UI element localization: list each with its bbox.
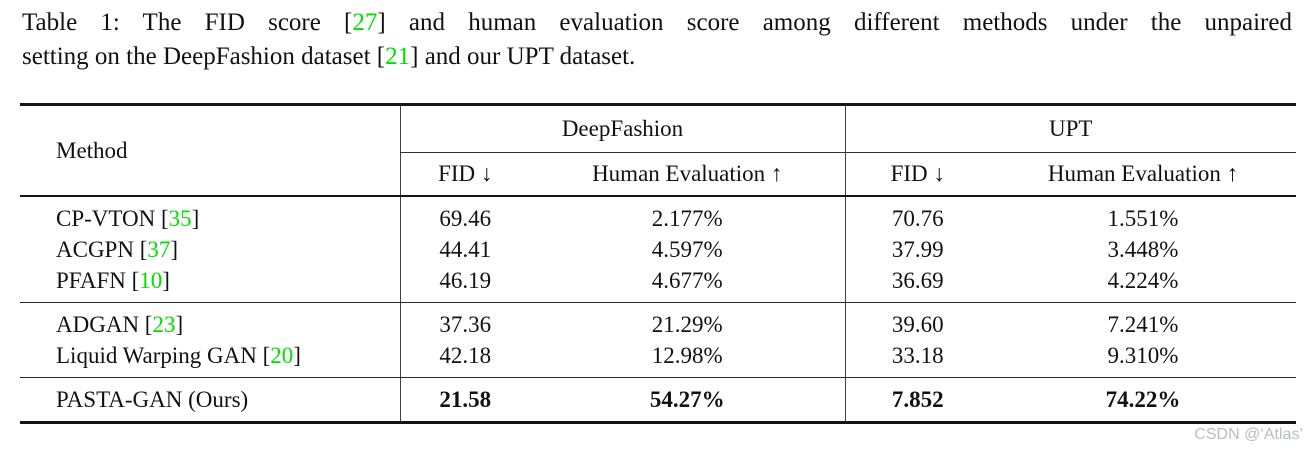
method-name: ADGAN [	[56, 312, 153, 337]
human-eval-deepfashion-value: 4.677%	[530, 265, 845, 303]
caption-line-1: Table 1: The FID score [27] and human ev…	[22, 6, 1292, 40]
subheader-fid-deepfashion: FID ↓	[399, 152, 530, 197]
table-row-adgan: ADGAN [23] 37.36 21.29% 39.60 7.241%	[20, 302, 1296, 341]
group-header-deepfashion: DeepFashion	[399, 104, 845, 153]
header-row-groups: Method DeepFashion UPT	[20, 104, 1297, 197]
method-name: ]	[162, 268, 170, 293]
human-eval-upt-value: 9.310%	[990, 340, 1297, 378]
method-name: CP-VTON [	[56, 206, 169, 231]
citation-ref-27[interactable]: 27	[352, 9, 378, 36]
fid-deepfashion-value: 21.58	[399, 377, 530, 424]
fid-upt-value: 70.76	[844, 196, 990, 234]
human-eval-upt-value: 7.241%	[1107, 312, 1179, 337]
fid-deepfashion-value: 46.19	[399, 265, 530, 303]
caption-text: Table 1: The FID score [	[22, 9, 353, 36]
citation-ref[interactable]: 23	[152, 312, 176, 337]
human-eval-upt-value: 3.448%	[1107, 237, 1179, 262]
citation-ref[interactable]: 37	[147, 237, 171, 262]
fid-upt-value: 39.60	[844, 302, 990, 340]
method-cell: Liquid Warping GAN [20]	[20, 340, 400, 378]
caption-text: setting on the DeepFashion dataset [	[22, 43, 386, 70]
human-eval-deepfashion-value: 54.27%	[530, 377, 845, 424]
method-cell: ADGAN [23]	[20, 303, 400, 341]
group-header-upt: UPT	[844, 104, 1297, 153]
citation-ref[interactable]: 10	[139, 268, 163, 293]
method-cell: PASTA-GAN (Ours)	[20, 377, 400, 424]
human-eval-deepfashion-value: 2.177%	[651, 206, 723, 231]
method-name: Liquid Warping GAN [	[56, 343, 271, 368]
caption-text: ] and our UPT dataset.	[410, 43, 636, 70]
method-name: ACGPN [	[56, 237, 148, 262]
method-cell: CP-VTON [35]	[20, 196, 400, 234]
human-eval-deepfashion-value: 12.98%	[530, 340, 845, 378]
subheader-fid-upt: FID ↓	[844, 152, 990, 197]
table-row-pfafn: PFAFN [10] 46.19 4.677% 36.69 4.224%	[20, 265, 1297, 303]
header-row-metrics: FID ↓ Human Evaluation ↑ FID ↓ Human Eva…	[20, 152, 1297, 197]
method-name: ]	[170, 237, 179, 262]
method-name: PFAFN [	[56, 268, 140, 293]
method-column-header: Method	[20, 104, 400, 197]
method-name: PASTA-GAN (Ours)	[56, 387, 249, 412]
human-eval-upt-value: 4.224%	[990, 265, 1297, 303]
fid-upt-value: 33.18	[844, 340, 990, 378]
results-table: Method DeepFashion UPT FID ↓ Human Evalu…	[20, 103, 1297, 424]
citation-ref[interactable]: 35	[168, 206, 192, 231]
method-name: ]	[191, 206, 200, 231]
method-cell: PFAFN [10]	[20, 265, 400, 303]
fid-deepfashion-value: 44.41	[399, 234, 530, 265]
fid-upt-value: 37.99	[844, 234, 990, 265]
table-caption: Table 1: The FID score [27] and human ev…	[22, 6, 1292, 74]
citation-ref-21[interactable]: 21	[385, 43, 411, 70]
table-row-acgpn: ACGPN [37] 44.41 4.597% 37.99 3.448%	[20, 234, 1296, 265]
subheader-human-eval-upt: Human Evaluation ↑	[990, 152, 1297, 197]
human-eval-deepfashion-value: 4.597%	[651, 237, 723, 262]
fid-upt-value: 36.69	[844, 265, 990, 303]
method-name: ]	[175, 312, 184, 337]
human-eval-upt-value: 1.551%	[1107, 206, 1179, 231]
citation-ref[interactable]: 20	[270, 343, 294, 368]
fid-deepfashion-value: 37.36	[399, 302, 530, 340]
table-row-pasta-gan: PASTA-GAN (Ours) 21.58 54.27% 7.852 74.2…	[20, 377, 1297, 424]
fid-deepfashion-value: 42.18	[399, 340, 530, 378]
fid-deepfashion-value: 69.46	[399, 196, 530, 234]
fid-upt-value: 7.852	[844, 377, 990, 424]
caption-line-2: setting on the DeepFashion dataset [21] …	[22, 40, 1292, 74]
caption-text: ] and human evaluation score among diffe…	[377, 9, 1292, 36]
subheader-human-eval-deepfashion: Human Evaluation ↑	[530, 152, 845, 197]
table-row-liquid-warping-gan: Liquid Warping GAN [20] 42.18 12.98% 33.…	[20, 340, 1297, 378]
human-eval-deepfashion-value: 21.29%	[651, 312, 723, 337]
table-row-cpvton: CP-VTON [35] 69.46 2.177% 70.76 1.551%	[20, 196, 1296, 234]
human-eval-upt-value: 74.22%	[990, 377, 1297, 424]
method-name: ]	[293, 343, 301, 368]
method-cell: ACGPN [37]	[20, 234, 400, 265]
csdn-watermark: CSDN @‘Atlas’	[1194, 426, 1303, 443]
